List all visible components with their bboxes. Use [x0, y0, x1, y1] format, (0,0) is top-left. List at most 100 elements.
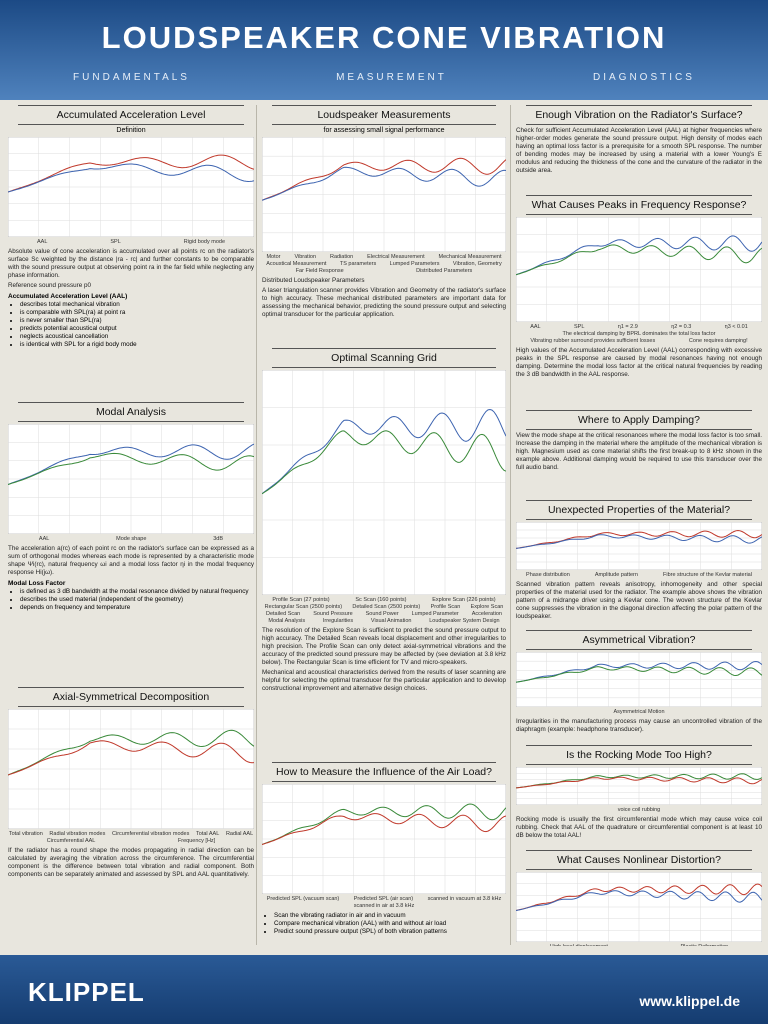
figure-label: scanned in vacuum at 3.8 kHz — [427, 896, 502, 902]
section-title: What Causes Nonlinear Distortion? — [526, 850, 752, 870]
figure-label: Circumferential AAL — [46, 838, 96, 844]
section-title: How to Measure the Influence of the Air … — [272, 762, 496, 782]
section-title: What Causes Peaks in Frequency Response? — [526, 195, 752, 215]
figure-label: η1 = 2.9 — [617, 324, 638, 330]
figure-label: Acoustical Measurement — [266, 261, 327, 267]
figure-label: AAL — [38, 536, 50, 542]
figure-label: Rigid body mode — [183, 239, 226, 245]
figure-label: Predicted SPL (air scan) — [353, 896, 414, 902]
bullet: is never smaller than SPL(ra) — [20, 317, 254, 325]
figure-label: SPL — [573, 324, 585, 330]
section-title: Is the Rocking Mode Too High? — [526, 745, 752, 765]
figure-label: AAL — [530, 324, 541, 330]
figure-label: Total AAL — [196, 831, 220, 837]
paragraph: The resolution of the Explore Scan is su… — [262, 627, 506, 666]
figure-label: Visual Animation — [370, 618, 412, 624]
figure-label: Frequency [Hz] — [177, 838, 216, 844]
figure-label: Loudspeaker System Design — [429, 618, 500, 624]
bullet-list: Scan the vibrating radiator in air and i… — [262, 912, 506, 936]
paragraph: High values of the Accumulated Accelerat… — [516, 347, 762, 378]
figure — [8, 424, 254, 534]
paragraph: Rocking mode is usually the first circum… — [516, 816, 762, 839]
figure-label: Explore Scan (226 points) — [432, 597, 496, 603]
figure-labels: High local displacement Plastic Deformati… — [516, 944, 762, 946]
section-title: Modal Analysis — [18, 402, 244, 422]
section: Accumulated Acceleration Level Definition… — [8, 105, 254, 398]
figure-label: High local displacement — [550, 944, 608, 946]
figure-label: Asymmetrical Motion — [613, 709, 665, 715]
figure-label: Far Field Response — [295, 268, 344, 274]
figure-label: The electrical damping by BPRL dominates… — [562, 331, 716, 337]
figure-label: Plastic Deformation — [681, 944, 729, 946]
figure-label: Irregularities — [322, 618, 354, 624]
figure-label: Lumped Parameter — [411, 611, 459, 617]
figure-label: Circumferential vibration modes — [112, 831, 190, 837]
figure-label: Detailed Scan — [265, 611, 301, 617]
tabs: FUNDAMENTALS MEASUREMENT DIAGNOSTICS — [0, 72, 768, 83]
figure-label: Mode shape — [116, 536, 147, 542]
figure — [262, 137, 506, 252]
figure-label: Sc Scan (160 points) — [355, 597, 407, 603]
figure-label: Explore Scan — [470, 604, 504, 610]
figure-label: scanned in air at 3.8 kHz — [353, 903, 415, 909]
figure-label: η3 < 0.01 — [724, 324, 748, 330]
section-title: Axial-Symmetrical Decomposition — [18, 687, 244, 707]
header: LOUDSPEAKER CONE VIBRATION FUNDAMENTALS … — [0, 0, 768, 100]
figure-label: Sound Power — [365, 611, 399, 617]
bullet: is identical with SPL for a rigid body m… — [20, 341, 254, 349]
title: LOUDSPEAKER CONE VIBRATION — [101, 20, 667, 55]
figure — [516, 872, 762, 942]
figure-label: Radiation — [329, 254, 354, 260]
url[interactable]: www.klippel.de — [639, 993, 740, 1009]
section: Is the Rocking Mode Too High? voice coil … — [516, 745, 762, 846]
paragraph: Scanned vibration pattern reveals anisot… — [516, 581, 762, 620]
paragraph: Reference sound pressure p0 — [8, 282, 91, 289]
figure-label: voice coil rubbing — [617, 807, 661, 813]
figure-label: Sound Pressure — [313, 611, 353, 617]
divider — [256, 105, 257, 945]
figure-label: Distributed Parameters — [416, 268, 473, 274]
figure-labels: AAL SPL Rigid body mode — [8, 239, 254, 245]
section-title: Asymmetrical Vibration? — [526, 630, 752, 650]
figure-label: Cone requires damping! — [688, 338, 748, 344]
figure-label: 3dB — [213, 536, 224, 542]
figure-label: Motor — [266, 254, 281, 260]
section: Optimal Scanning Grid Profile Scan (27 po… — [262, 348, 506, 758]
subheading: Accumulated Acceleration Level (AAL) — [8, 293, 128, 300]
paragraph: A laser triangulation scanner provides V… — [262, 287, 506, 318]
section-subtitle: Definition — [116, 127, 146, 134]
paragraph: The acceleration a(rc) of each point rc … — [8, 545, 254, 576]
figure-label: Predicted SPL (vacuum scan) — [266, 896, 340, 902]
figure-label: Radial vibration modes — [49, 831, 106, 837]
figure-label: Radial AAL — [225, 831, 254, 837]
figure — [516, 522, 762, 570]
figure-label: SPL — [110, 239, 121, 245]
section: Where to Apply Damping? View the mode sha… — [516, 410, 762, 496]
figure-labels: Phase distribution Amplitude pattern Fibre… — [516, 572, 762, 578]
figure-label: Vibration — [294, 254, 317, 260]
tab[interactable]: DIAGNOSTICS — [593, 72, 695, 83]
figure-label: Profile Scan — [430, 604, 461, 610]
figure-label: Mechanical Measurement — [438, 254, 502, 260]
logo: KLIPPEL — [28, 977, 145, 1007]
section: Unexpected Properties of the Material? Ph… — [516, 500, 762, 626]
section: Loudspeaker Measurements for assessing sm… — [262, 105, 506, 344]
section: Axial-Symmetrical Decomposition Total vib… — [8, 687, 254, 946]
tab[interactable]: FUNDAMENTALS — [73, 72, 190, 83]
figure-label: Profile Scan (27 points) — [272, 597, 330, 603]
figure — [516, 652, 762, 707]
figure — [8, 709, 254, 829]
figure-labels: Total vibration Radial vibration modes Cir… — [8, 831, 254, 844]
tab[interactable]: MEASUREMENT — [336, 72, 447, 83]
paragraph: Irregularities in the manufacturing proc… — [516, 718, 762, 733]
subheading: Modal Loss Factor — [8, 580, 66, 587]
paragraph: Absolute value of cone acceleration is a… — [8, 248, 254, 279]
figure-label: Acceleration — [471, 611, 502, 617]
figure-labels: Predicted SPL (vacuum scan) Predicted SPL… — [262, 896, 506, 909]
footer: KLIPPEL www.klippel.de — [0, 955, 768, 1024]
bullet: is defined as 3 dB bandwidth at the moda… — [20, 588, 254, 596]
figure — [262, 784, 506, 894]
bullet: predicts potential acoustical output — [20, 325, 254, 333]
